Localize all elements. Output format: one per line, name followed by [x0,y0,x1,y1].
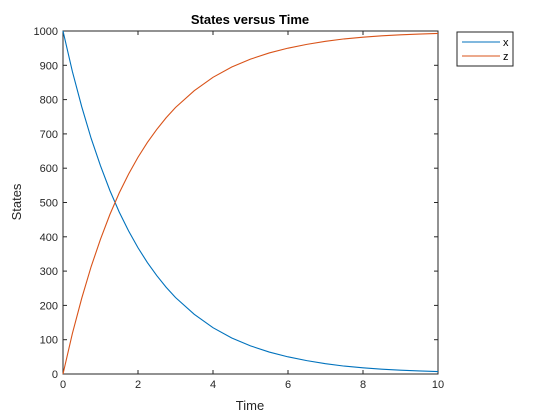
y-tick-label: 1000 [34,26,58,38]
y-tick-label: 400 [40,232,58,244]
y-tick-label: 500 [40,198,58,210]
y-tick-label: 600 [40,163,58,175]
y-tick-label: 800 [40,95,58,107]
x-tick-label: 4 [210,379,216,391]
chart-title: States versus Time [191,12,309,27]
y-tick-label: 300 [40,266,58,278]
y-tick-label: 900 [40,60,58,72]
legend-label-x: x [503,37,509,49]
legend-box [456,31,514,67]
y-tick-label: 100 [40,335,58,347]
y-tick-label: 700 [40,129,58,141]
x-tick-label: 2 [135,379,141,391]
y-tick-label: 200 [40,300,58,312]
x-tick-label: 8 [360,379,366,391]
y-axis-label: States [9,183,24,220]
x-tick-label: 6 [285,379,291,391]
x-tick-label: 10 [432,379,444,391]
x-axis-label: Time [236,398,264,413]
axes-box [62,30,439,375]
series-line-x [62,30,439,373]
y-tick-label: 0 [52,369,58,381]
series-line-z [62,32,439,375]
legend: xz [456,31,514,67]
legend-label-z: z [503,51,509,63]
x-tick-label: 0 [60,379,66,391]
